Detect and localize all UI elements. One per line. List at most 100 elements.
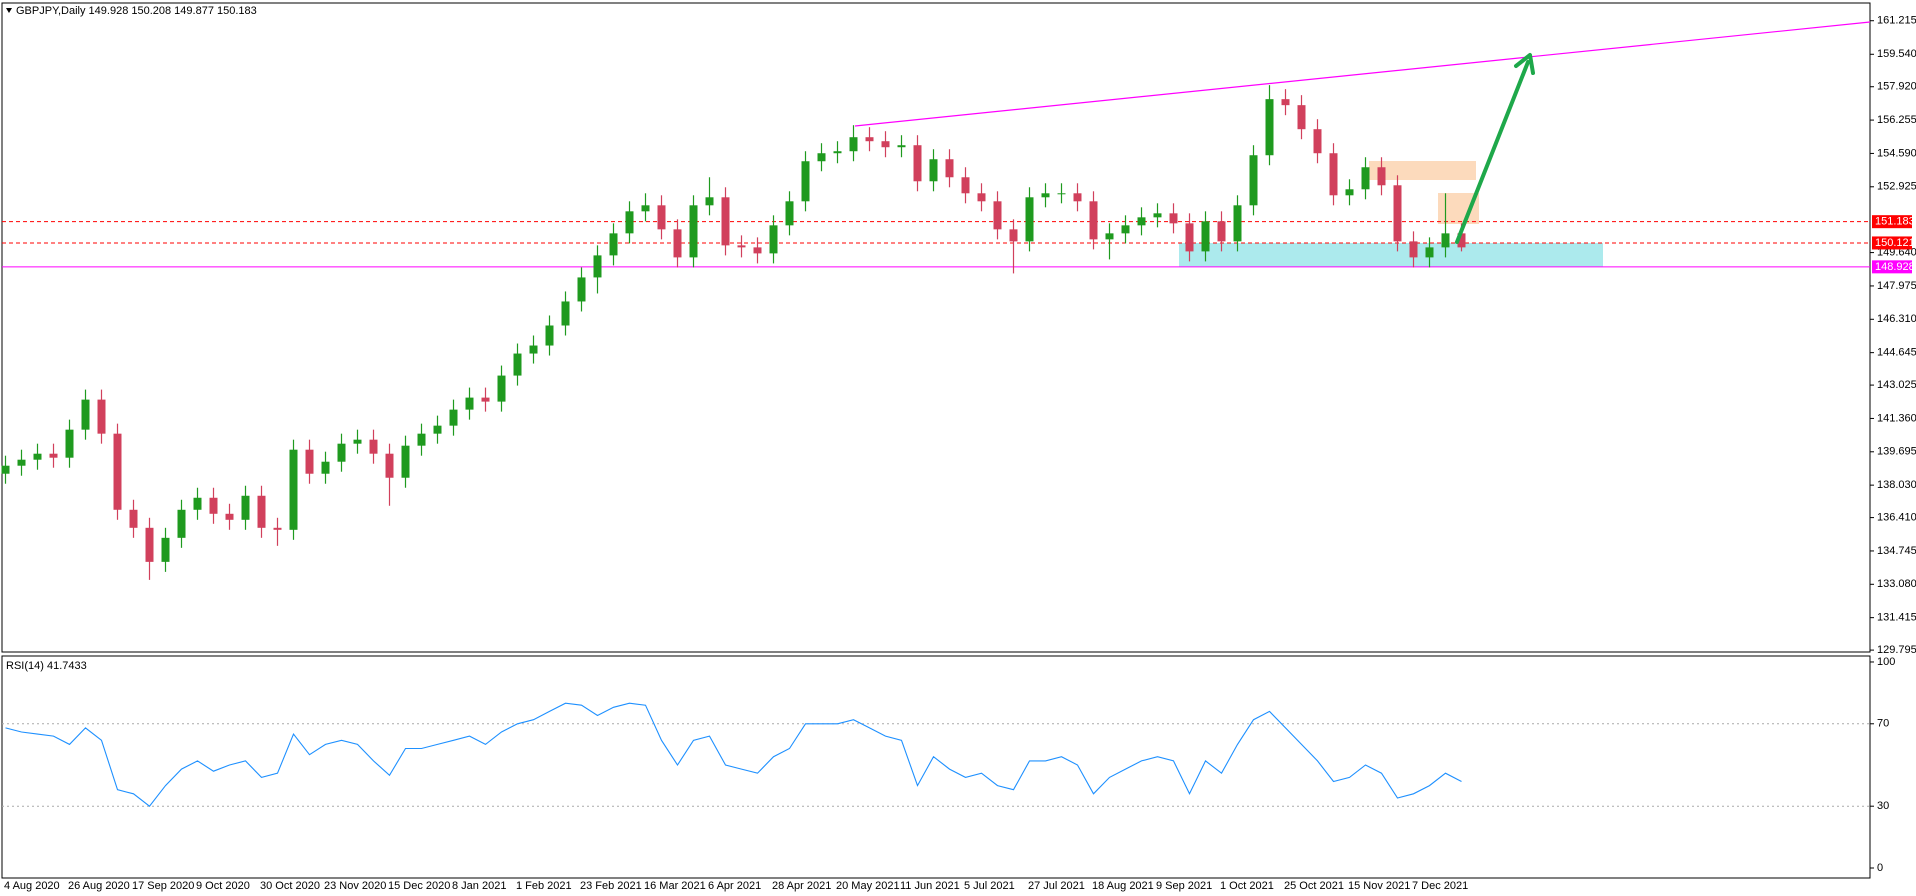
candle-body xyxy=(513,353,522,376)
candle-body xyxy=(945,159,954,178)
candle-body xyxy=(769,225,778,254)
price-level-tag xyxy=(1872,215,1912,229)
candle-body xyxy=(1361,167,1370,190)
candle-body xyxy=(1089,201,1098,240)
x-tick-label: 20 May 2021 xyxy=(836,880,900,892)
forecast-arrow xyxy=(1455,53,1535,244)
candle-body xyxy=(353,439,362,444)
y-tick-label: 144.645 xyxy=(1877,347,1916,359)
candle-body xyxy=(657,205,666,230)
menu-triangle[interactable] xyxy=(6,8,12,13)
y-tick-label: 157.920 xyxy=(1877,81,1916,93)
y-tick-label: 149.640 xyxy=(1877,246,1916,258)
candle-body xyxy=(481,397,490,402)
y-tick-label: 146.310 xyxy=(1877,313,1916,325)
candle-body xyxy=(993,201,1002,230)
candle-body xyxy=(1249,155,1258,206)
y-tick-label: 161.215 xyxy=(1877,15,1916,27)
candle-body xyxy=(1425,247,1434,258)
support-zone xyxy=(1179,243,1603,267)
candle-body xyxy=(1409,241,1418,258)
candle-body xyxy=(625,211,634,234)
arrow-head xyxy=(1514,53,1535,75)
y-tick-label: 30 xyxy=(1877,800,1889,812)
y-tick-label: 70 xyxy=(1877,718,1889,730)
y-tick-label: 133.080 xyxy=(1877,578,1916,590)
candle-body xyxy=(145,527,154,562)
y-tick-label: 129.795 xyxy=(1877,644,1916,656)
candle-body xyxy=(849,137,858,152)
candle-body xyxy=(593,255,602,278)
candle-body xyxy=(881,141,890,148)
candle-body xyxy=(369,439,378,454)
candle-body xyxy=(833,151,842,154)
candle-body xyxy=(1281,99,1290,106)
y-tick-label: 134.745 xyxy=(1877,545,1916,557)
rsi-line xyxy=(5,702,1462,807)
x-tick-label: 16 Mar 2021 xyxy=(644,880,706,892)
candle-body xyxy=(1393,185,1402,242)
rsi-title: RSI(14) 41.7433 xyxy=(6,660,87,672)
x-tick-label: 23 Feb 2021 xyxy=(580,880,642,892)
candle-body xyxy=(561,301,570,326)
candle-body xyxy=(65,429,74,458)
candle-body xyxy=(1185,223,1194,252)
x-tick-label: 7 Dec 2021 xyxy=(1412,880,1468,892)
x-tick-label: 9 Sep 2021 xyxy=(1156,880,1212,892)
candle-body xyxy=(689,205,698,258)
x-tick-label: 27 Jul 2021 xyxy=(1028,880,1085,892)
y-tick-label: 147.975 xyxy=(1877,280,1916,292)
candle-body xyxy=(97,399,106,434)
candle-body xyxy=(1009,229,1018,242)
candle-body xyxy=(17,459,26,466)
price-level-label: 148.928 xyxy=(1875,261,1915,273)
candle-body xyxy=(193,497,202,510)
y-tick-label: 136.410 xyxy=(1877,511,1916,523)
candle-body xyxy=(1329,153,1338,196)
candle-body xyxy=(609,233,618,256)
candle-body xyxy=(273,527,282,530)
y-tick-label: 138.030 xyxy=(1877,479,1916,491)
chart-title: GBPJPY,Daily 149.928 150.208 149.877 150… xyxy=(16,5,257,17)
candle-body xyxy=(1121,225,1130,234)
candle-body xyxy=(1313,129,1322,154)
x-tick-label: 5 Jul 2021 xyxy=(964,880,1015,892)
candle-body xyxy=(865,137,874,142)
candle-body xyxy=(929,159,938,182)
candle-body xyxy=(81,399,90,430)
candle-body xyxy=(1025,197,1034,242)
candle-body xyxy=(545,325,554,346)
x-tick-label: 30 Oct 2020 xyxy=(260,880,320,892)
candle-body xyxy=(753,247,762,254)
candle-body xyxy=(737,245,746,248)
candle-body xyxy=(1457,233,1466,248)
y-tick-label: 141.360 xyxy=(1877,412,1916,424)
candle-body xyxy=(129,509,138,528)
candle-body xyxy=(449,409,458,426)
candle-body xyxy=(113,433,122,510)
candle-body xyxy=(529,345,538,354)
candle-body xyxy=(1377,167,1386,186)
candle-body xyxy=(1441,233,1450,248)
candle-body xyxy=(1137,217,1146,226)
candle-body xyxy=(817,153,826,162)
candle-body xyxy=(385,453,394,478)
candle-body xyxy=(785,201,794,226)
trend-line xyxy=(854,21,1871,127)
candle-body xyxy=(1073,193,1082,202)
x-tick-label: 1 Feb 2021 xyxy=(516,880,572,892)
x-tick-label: 26 Aug 2020 xyxy=(68,880,130,892)
candle-body xyxy=(1265,99,1274,156)
candle-body xyxy=(673,229,682,258)
candle-body xyxy=(1233,205,1242,242)
candle-body xyxy=(161,537,170,562)
candle-body xyxy=(337,443,346,462)
candle-body xyxy=(225,513,234,520)
candle-body xyxy=(1,465,10,474)
candle-body xyxy=(977,193,986,202)
price-level-label: 151.183 xyxy=(1875,216,1915,228)
candle-body xyxy=(417,433,426,446)
candle-body xyxy=(433,425,442,434)
candle-body xyxy=(913,145,922,182)
x-tick-label: 8 Jan 2021 xyxy=(452,880,506,892)
